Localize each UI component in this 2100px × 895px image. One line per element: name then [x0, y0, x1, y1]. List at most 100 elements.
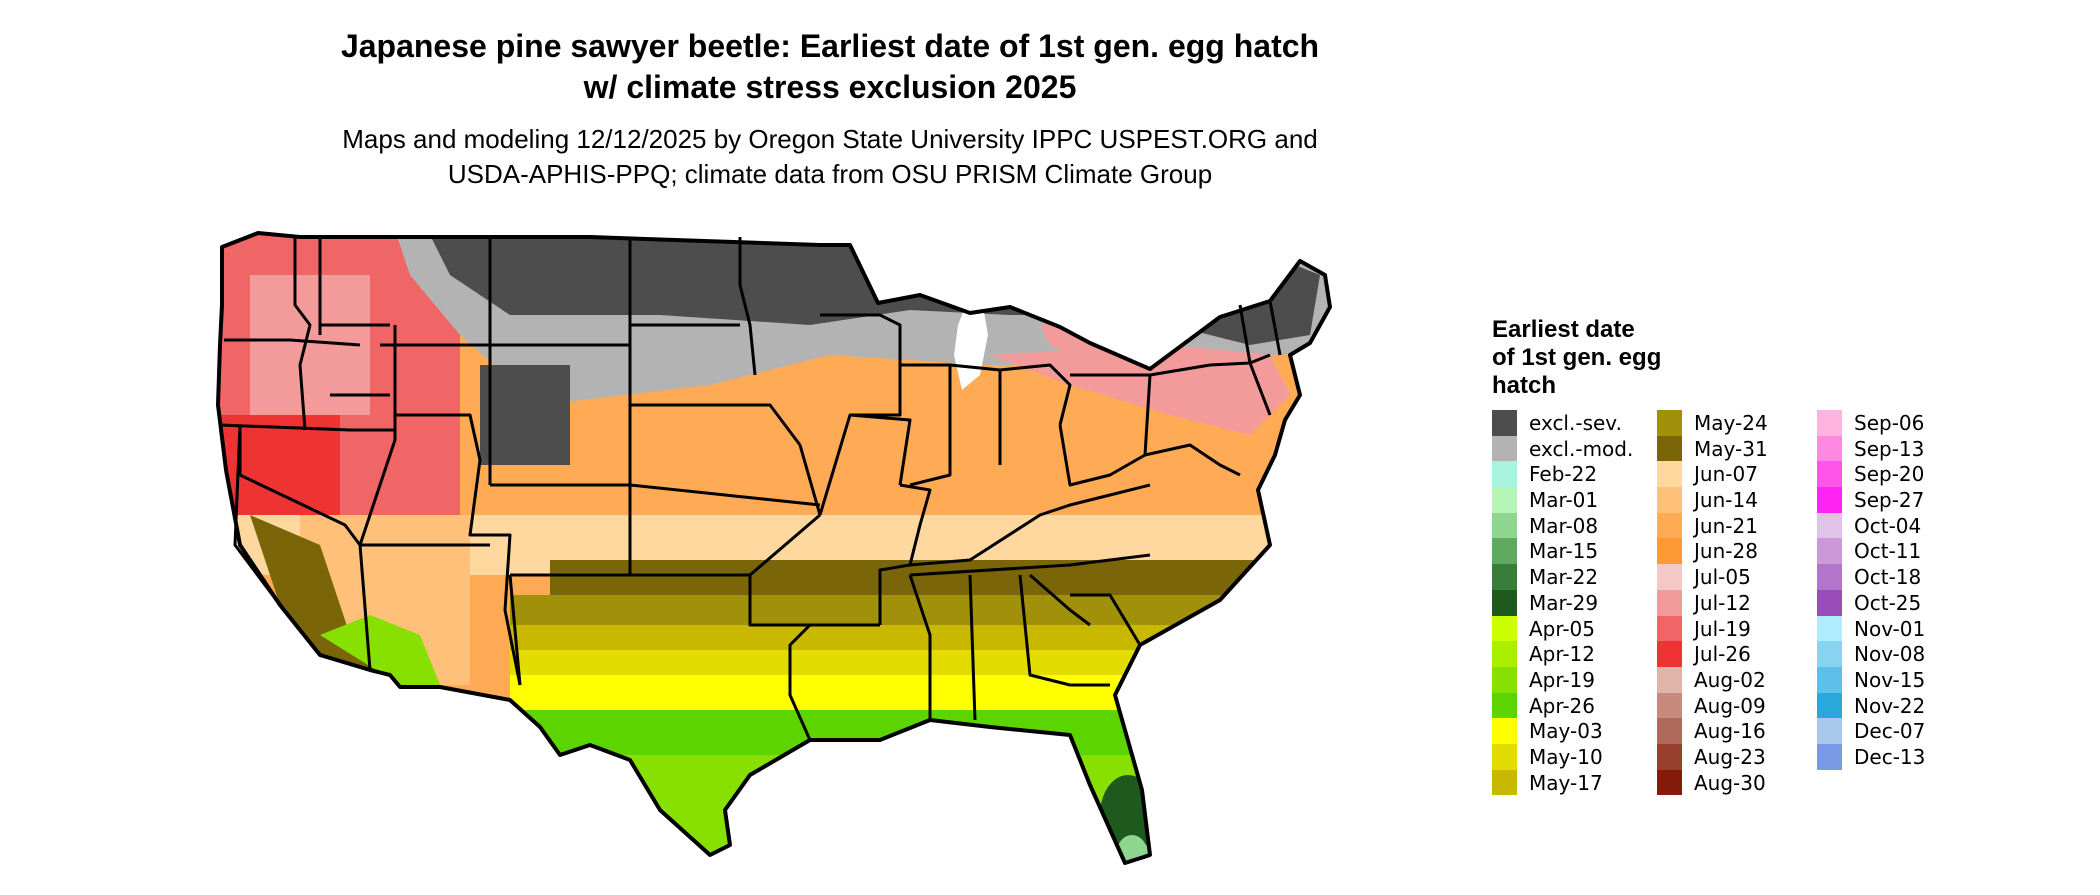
legend-label: Mar-22 — [1529, 565, 1599, 590]
legend-swatch — [1492, 487, 1517, 513]
legend-title: Earliest date of 1st gen. egg hatch — [1492, 316, 1712, 400]
legend-swatch — [1492, 769, 1517, 796]
legend-swatch — [1657, 718, 1682, 744]
legend-item: excl.-mod. — [1492, 435, 1662, 462]
legend-item: Jun-21 — [1657, 512, 1827, 539]
map-fill — [218, 233, 1330, 863]
legend-swatch — [1492, 410, 1517, 436]
title-line-1: Japanese pine sawyer beetle: Earliest da… — [340, 28, 1320, 64]
legend-label: May-03 — [1529, 719, 1603, 744]
legend-swatch — [1492, 435, 1517, 462]
legend-swatch — [1657, 512, 1682, 539]
legend-item: Sep-13 — [1817, 435, 1987, 462]
legend-swatch — [1817, 487, 1842, 513]
legend-item: Apr-05 — [1492, 615, 1662, 642]
legend-item: May-31 — [1657, 435, 1827, 462]
legend-swatch — [1817, 666, 1842, 693]
legend-swatch — [1657, 461, 1682, 488]
subtitle-line-2: USDA-APHIS-PPQ; climate data from OSU PR… — [447, 159, 1213, 189]
legend-swatch — [1657, 641, 1682, 667]
title-line-2: w/ climate stress exclusion 2025 — [583, 69, 1077, 105]
legend-item: May-17 — [1492, 769, 1662, 796]
legend-column: Sep-06 Sep-13 Sep-20 Sep-27 Oct-04 Oct-11 Oct-… — [1817, 410, 1987, 770]
legend-label: May-10 — [1529, 744, 1603, 769]
legend-label: Mar-29 — [1529, 590, 1599, 615]
legend-title-line-1: Earliest date — [1492, 316, 1635, 343]
legend-label: Nov-22 — [1854, 693, 1926, 718]
legend-swatch — [1492, 718, 1517, 744]
legend-item: Mar-01 — [1492, 487, 1662, 513]
legend-swatch — [1657, 487, 1682, 513]
legend-swatch — [1817, 538, 1842, 565]
legend-label: Jun-07 — [1694, 462, 1758, 487]
legend-item: May-24 — [1657, 410, 1827, 436]
legend-label: excl.-mod. — [1529, 436, 1634, 461]
legend-label: Aug-09 — [1694, 693, 1766, 718]
legend-label: Aug-30 — [1694, 770, 1766, 795]
legend-swatch — [1817, 512, 1842, 539]
legend-swatch — [1492, 615, 1517, 642]
legend-swatch — [1817, 461, 1842, 488]
legend-swatch — [1492, 512, 1517, 539]
legend-swatch — [1657, 666, 1682, 693]
legend-item: Oct-25 — [1817, 589, 1987, 616]
legend-label: Mar-01 — [1529, 488, 1599, 513]
legend-label: Sep-06 — [1854, 411, 1925, 435]
legend-label: May-24 — [1694, 411, 1768, 435]
legend-item: Sep-20 — [1817, 461, 1987, 488]
legend-swatch — [1657, 615, 1682, 642]
legend-item: Jul-26 — [1657, 641, 1827, 667]
legend-item: May-10 — [1492, 743, 1662, 770]
legend-label: Feb-22 — [1529, 462, 1598, 487]
legend-label: May-31 — [1694, 436, 1768, 461]
legend-label: Nov-01 — [1854, 616, 1926, 641]
legend-item: Nov-22 — [1817, 692, 1987, 719]
legend-item: excl.-sev. — [1492, 410, 1662, 436]
legend-item: Aug-23 — [1657, 743, 1827, 770]
legend-item: Oct-18 — [1817, 564, 1987, 590]
legend-label: Jul-19 — [1694, 616, 1751, 641]
legend-label: Sep-20 — [1854, 462, 1925, 487]
subtitle-line-1: Maps and modeling 12/12/2025 by Oregon S… — [342, 124, 1318, 154]
legend-item: Mar-29 — [1492, 589, 1662, 616]
legend-label: Aug-23 — [1694, 744, 1766, 769]
legend-swatch — [1657, 435, 1682, 462]
legend-item: Dec-13 — [1817, 743, 1987, 770]
legend-label: Oct-18 — [1854, 565, 1922, 590]
legend-item: Mar-15 — [1492, 538, 1662, 565]
legend-swatch — [1492, 461, 1517, 488]
legend-item: Apr-26 — [1492, 692, 1662, 719]
legend-item: Jul-12 — [1657, 589, 1827, 616]
legend-label: Apr-05 — [1529, 616, 1595, 641]
legend-item: Apr-19 — [1492, 666, 1662, 693]
legend-swatch — [1817, 615, 1842, 642]
legend-label: Oct-04 — [1854, 513, 1922, 538]
legend-item: Jul-19 — [1657, 615, 1827, 642]
legend-swatch — [1817, 641, 1842, 667]
legend-label: Oct-11 — [1854, 539, 1922, 564]
legend-swatch — [1817, 692, 1842, 719]
legend-item: Nov-15 — [1817, 666, 1987, 693]
legend-label: May-17 — [1529, 770, 1603, 795]
map-title: Japanese pine sawyer beetle: Earliest da… — [230, 26, 1430, 108]
legend-label: Mar-08 — [1529, 513, 1599, 538]
legend-item: Oct-04 — [1817, 512, 1987, 539]
legend-column: May-24 May-31 Jun-07 Jun-14 Jun-21 Jun-28 Jul-… — [1657, 410, 1827, 796]
legend-item: Sep-06 — [1817, 410, 1987, 436]
us-map — [216, 231, 1332, 865]
legend-item: Aug-16 — [1657, 718, 1827, 744]
legend-item: Jun-07 — [1657, 461, 1827, 488]
legend-item: Dec-07 — [1817, 718, 1987, 744]
legend-label: Jun-21 — [1694, 513, 1758, 538]
legend-swatch — [1817, 435, 1842, 462]
legend-swatch — [1492, 692, 1517, 719]
legend-swatch — [1657, 589, 1682, 616]
legend-item: Sep-27 — [1817, 487, 1987, 513]
legend-item: Feb-22 — [1492, 461, 1662, 488]
legend-swatch — [1657, 538, 1682, 565]
legend-item: Apr-12 — [1492, 641, 1662, 667]
legend-swatch — [1817, 743, 1842, 770]
legend-item: Mar-22 — [1492, 564, 1662, 590]
legend-swatch — [1657, 743, 1682, 770]
legend-label: Nov-15 — [1854, 667, 1926, 692]
